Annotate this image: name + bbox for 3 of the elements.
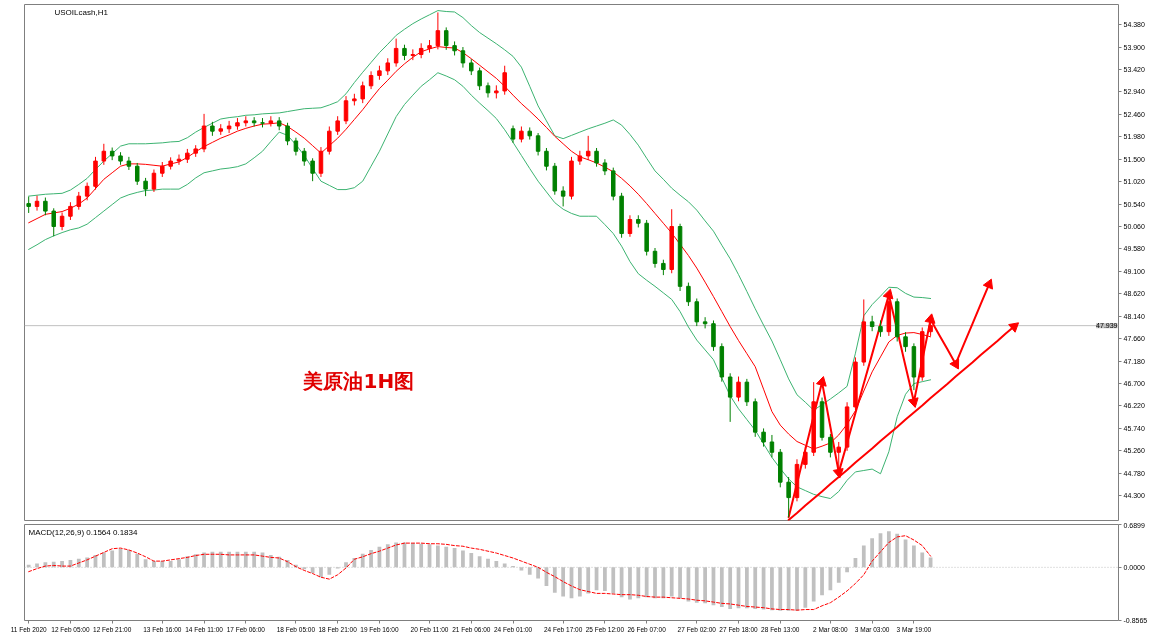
chart-title: MACD(12,26,9) 0.1564 0.1834 — [28, 527, 139, 537]
chart-title: USOILcash,H1 — [54, 7, 109, 17]
annotation: 美原油1H图 — [302, 369, 415, 394]
